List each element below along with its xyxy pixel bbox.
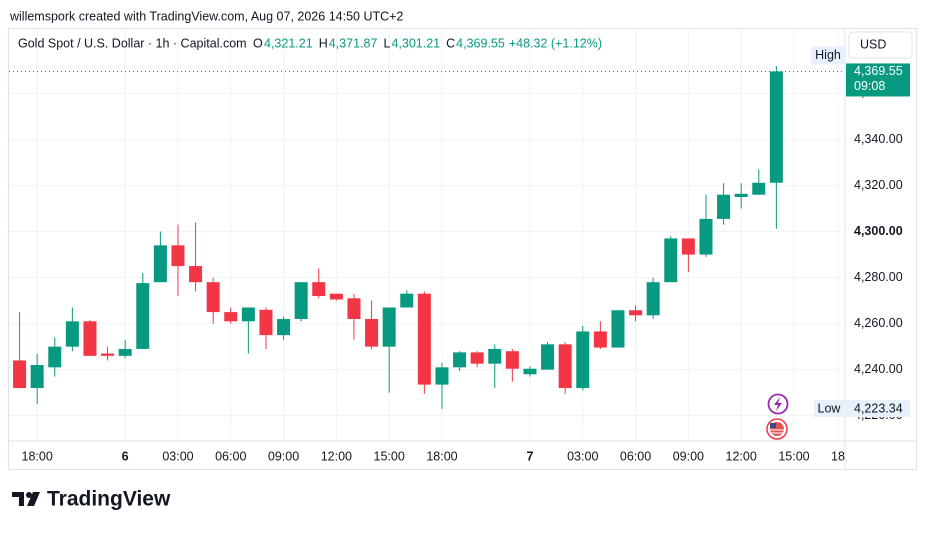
x-tick-label: 6 — [122, 449, 129, 463]
candle-body — [118, 348, 132, 356]
flag-icon — [766, 418, 788, 440]
high-marker-label: High — [815, 48, 841, 62]
candle-body — [277, 319, 291, 336]
x-tick-label: 06:00 — [620, 449, 651, 463]
candle-body — [347, 298, 361, 320]
x-tick-label: 12:00 — [726, 449, 757, 463]
currency[interactable]: USD — [860, 37, 886, 51]
candle-body — [453, 352, 467, 368]
x-tick-label: 03:00 — [162, 449, 193, 463]
x-tick-label: 18 — [831, 449, 845, 463]
x-tick-label: 15:00 — [374, 449, 405, 463]
candle-body — [769, 71, 783, 183]
event-icon — [767, 393, 789, 415]
candle-body — [488, 348, 502, 364]
x-tick-label: 18:00 — [426, 449, 457, 463]
logo — [12, 492, 40, 506]
low-value-box — [846, 399, 910, 417]
candle-body — [13, 360, 27, 389]
candle-body — [435, 367, 449, 385]
attribution: willemspork created with TradingView.com… — [9, 9, 403, 23]
candle-body — [101, 353, 115, 356]
last-price-tag — [846, 63, 910, 97]
candle-body — [30, 365, 44, 389]
candle-body — [699, 218, 713, 255]
ohlc-legend: O 4,321.21 H 4,371.87 L 4,301.21 C 4,369.55 +48.… — [253, 36, 602, 50]
candle-body — [294, 282, 308, 320]
y-tick-label: 4,260.00 — [854, 316, 903, 330]
y-tick-label: 4,300.00 — [854, 224, 903, 238]
x-tick-label: 15:00 — [778, 449, 809, 463]
low-value-label: 4,223.34 — [854, 401, 903, 415]
high-marker-box — [811, 46, 845, 65]
ohlc-value: 4,371.87 — [329, 36, 378, 50]
candle-body — [752, 182, 766, 195]
symbol: Gold Spot / U.S. Dollar · 1h · Capital.c… — [18, 36, 247, 50]
candle-body — [523, 368, 537, 375]
ohlc-key: L — [383, 36, 390, 50]
x-tick-label: 7 — [526, 449, 533, 463]
y-tick-label: 4,240.00 — [854, 362, 903, 376]
candle-body — [206, 282, 220, 313]
countdown: 09:08 — [854, 79, 885, 93]
candle-body — [365, 319, 379, 347]
candle-body — [593, 331, 607, 348]
candle-body — [417, 293, 431, 385]
currency-button[interactable] — [848, 31, 913, 59]
candle-body — [48, 346, 62, 368]
candle-body — [576, 331, 590, 389]
candle-body — [312, 282, 326, 296]
x-tick-label: 06:00 — [215, 449, 246, 463]
candle-body — [400, 293, 414, 308]
candle-body — [83, 321, 97, 356]
candle-body — [171, 245, 185, 267]
ohlc-value: 4,369.55 — [456, 36, 505, 50]
candle-body — [65, 321, 79, 347]
last-price-label: 4,369.55 — [854, 64, 903, 78]
brand: TradingView — [47, 488, 171, 511]
x-tick-label: 03:00 — [567, 449, 598, 463]
ohlc-key: H — [319, 36, 328, 50]
ohlc-value: 4,301.21 — [391, 36, 440, 50]
candle-body — [224, 312, 238, 322]
candle-body — [734, 193, 748, 198]
candle-body — [470, 352, 484, 364]
candle-body — [153, 245, 167, 283]
low-marker-box — [814, 399, 844, 417]
y-tick-label: 4,340.00 — [854, 132, 903, 146]
y-tick-label: 4,280.00 — [854, 270, 903, 284]
candle-body — [382, 307, 396, 347]
candle-body — [664, 238, 678, 283]
y-tick-label: 4,320.00 — [854, 178, 903, 192]
candle-body — [541, 344, 555, 370]
frame — [8, 28, 917, 470]
candle-body — [558, 344, 572, 389]
candle-body — [646, 282, 660, 316]
candle-body — [505, 351, 519, 369]
candle-body — [611, 310, 625, 348]
candle-body — [681, 238, 695, 255]
ohlc-value: 4,321.21 — [264, 36, 313, 50]
candles — [13, 66, 783, 409]
change: +48.32 (+1.12%) — [509, 36, 602, 50]
candle-body — [136, 283, 150, 349]
candle-body — [241, 307, 255, 322]
candle-body — [629, 310, 643, 316]
candle-body — [189, 266, 203, 283]
x-tick-label: 18:00 — [22, 449, 53, 463]
candle-body — [329, 293, 343, 300]
x-tick-label: 09:00 — [673, 449, 704, 463]
ohlc-key: O — [253, 36, 263, 50]
low-marker-label: Low — [818, 401, 842, 415]
x-tick-label: 12:00 — [321, 449, 352, 463]
grid: 4,220.004,240.004,260.004,280.004,300.00… — [9, 29, 903, 463]
candle-body — [259, 309, 273, 336]
ohlc-key: C — [446, 36, 455, 50]
candle-body — [717, 194, 731, 219]
x-tick-label: 09:00 — [268, 449, 299, 463]
